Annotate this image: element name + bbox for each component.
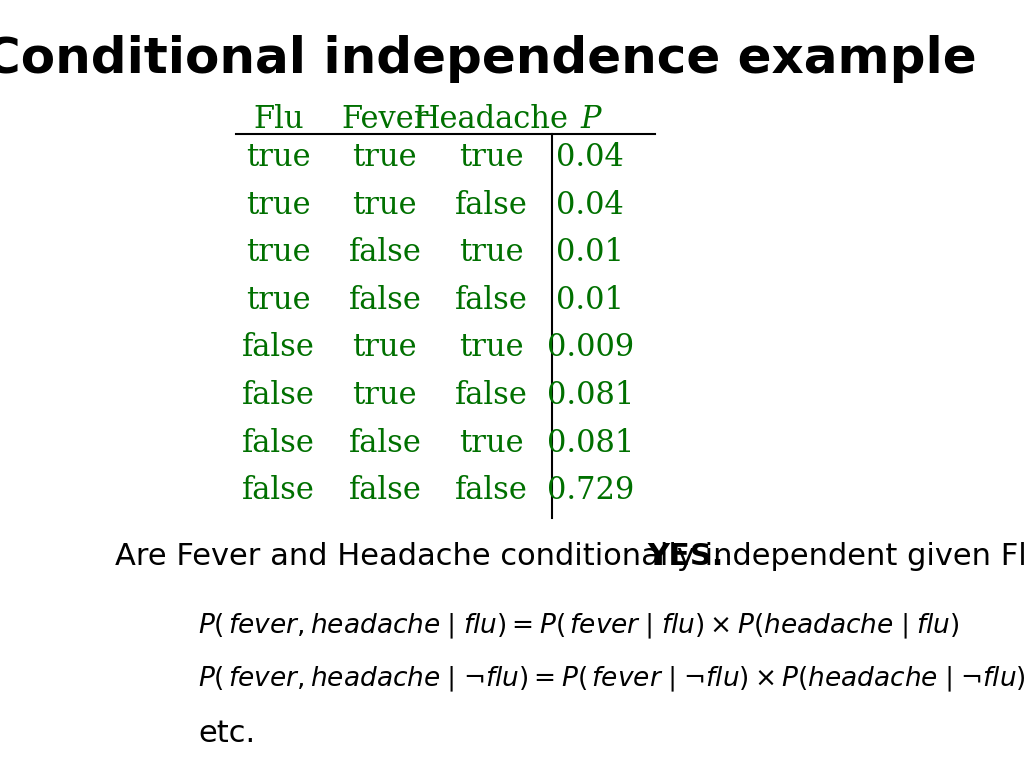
Text: Fever: Fever [341,104,428,134]
Text: false: false [348,285,421,316]
Text: true: true [246,190,310,220]
Text: $P(\,fever, headache\mid flu) = P(\,fever\mid flu) \times P(headache\mid flu)$: $P(\,fever, headache\mid flu) = P(\,feve… [199,611,961,641]
Text: false: false [455,380,527,411]
Text: true: true [352,333,417,363]
Text: false: false [242,428,314,458]
Text: false: false [455,475,527,506]
Text: Flu: Flu [253,104,304,134]
Text: false: false [348,428,421,458]
Text: false: false [242,475,314,506]
Text: false: false [455,285,527,316]
Text: true: true [352,380,417,411]
Text: Headache: Headache [414,104,569,134]
Text: 0.009: 0.009 [547,333,634,363]
Text: false: false [242,333,314,363]
Text: true: true [352,142,417,173]
Text: true: true [459,237,523,268]
Text: 0.729: 0.729 [547,475,634,506]
Text: 0.081: 0.081 [547,428,634,458]
Text: false: false [348,475,421,506]
Text: 0.01: 0.01 [556,285,625,316]
Text: 0.04: 0.04 [556,190,625,220]
Text: 0.04: 0.04 [556,142,625,173]
Text: YES.: YES. [647,542,724,571]
Text: Conditional independence example: Conditional independence example [0,35,976,83]
Text: true: true [352,190,417,220]
Text: false: false [242,380,314,411]
Text: Are Fever and Headache conditionally independent given Flu:: Are Fever and Headache conditionally ind… [115,542,1024,571]
Text: true: true [459,333,523,363]
Text: 0.081: 0.081 [547,380,634,411]
Text: false: false [455,190,527,220]
Text: true: true [459,428,523,458]
Text: true: true [459,142,523,173]
Text: false: false [348,237,421,268]
Text: $P(\,fever, headache\mid \neg flu) = P(\,fever\mid \neg flu) \times P(headache\m: $P(\,fever, headache\mid \neg flu) = P(\… [199,665,1024,694]
Text: P: P [580,104,600,134]
Text: etc.: etc. [199,719,256,748]
Text: 0.01: 0.01 [556,237,625,268]
Text: true: true [246,285,310,316]
Text: true: true [246,237,310,268]
Text: true: true [246,142,310,173]
